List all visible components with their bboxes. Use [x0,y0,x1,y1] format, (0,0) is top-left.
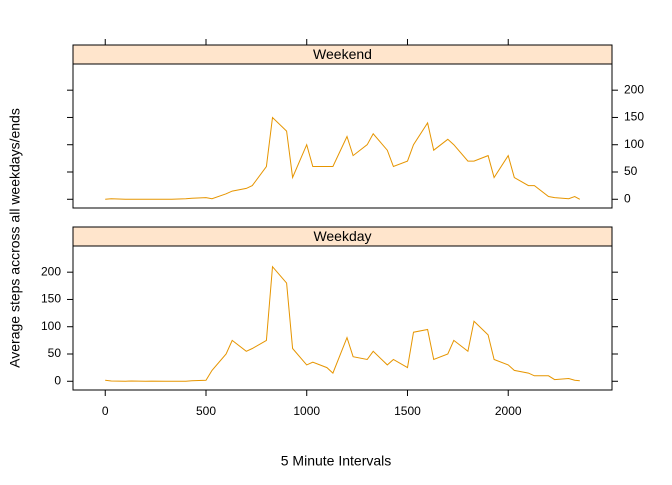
x-tick-label: 2000 [495,404,522,418]
strip-label: Weekend [313,46,372,62]
y-tick-label: 0 [54,373,61,387]
panel [72,63,613,209]
x-tick-label: 1500 [394,404,421,418]
y-tick-label: 0 [624,191,631,205]
y-tick-label: 100 [624,137,644,151]
strip-label: Weekday [313,228,371,244]
x-tick-label: 0 [102,404,109,418]
series-line [105,265,580,382]
y-tick-label: 150 [624,110,644,124]
y-axis-label: Average steps accross all weekdays/ends [7,108,23,368]
y-tick-label: 200 [41,264,61,278]
x-axis-label: 5 Minute Intervals [281,453,392,469]
x-tick-label: 500 [196,404,216,418]
y-tick-label: 50 [624,164,638,178]
y-tick-label: 50 [48,346,62,360]
panel [72,245,613,391]
y-tick-label: 100 [41,319,61,333]
y-tick-label: 200 [624,82,644,96]
x-tick-label: 1000 [293,404,320,418]
y-tick-label: 150 [41,292,61,306]
series-line [105,116,581,200]
